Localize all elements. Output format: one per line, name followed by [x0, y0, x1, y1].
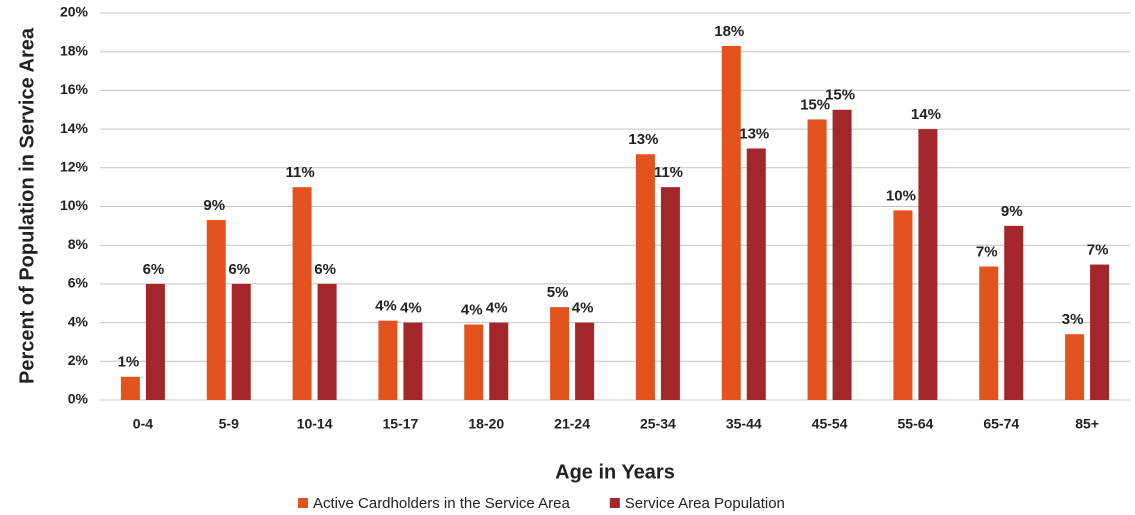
data-label: 4%	[461, 302, 483, 319]
data-label: 3%	[1062, 311, 1084, 328]
data-label: 13%	[628, 131, 658, 148]
data-label: 4%	[572, 300, 594, 317]
bar	[464, 324, 484, 400]
y-tick-label: 6%	[68, 275, 89, 291]
data-label: 13%	[739, 125, 769, 142]
bar	[918, 129, 938, 400]
bar	[1065, 334, 1085, 400]
bar	[206, 220, 226, 400]
x-tick-label: 18-20	[468, 416, 504, 432]
data-label: 15%	[825, 87, 855, 104]
data-label: 4%	[400, 300, 422, 317]
x-axis-label: Age in Years	[555, 461, 675, 483]
bar	[807, 119, 827, 401]
bar	[660, 187, 680, 400]
bar	[635, 154, 655, 400]
bar	[489, 322, 509, 400]
bar	[550, 307, 570, 400]
data-label: 18%	[714, 23, 744, 40]
x-tick-label: 55-64	[898, 416, 934, 432]
y-tick-label: 8%	[68, 236, 89, 252]
legend-swatch	[298, 498, 308, 508]
bar	[746, 148, 766, 400]
x-tick-label: 25-34	[640, 416, 676, 432]
y-tick-label: 18%	[60, 42, 89, 58]
bar	[832, 109, 852, 400]
bar	[231, 283, 251, 400]
x-tick-label: 45-54	[812, 416, 848, 432]
data-label: 14%	[911, 106, 941, 123]
y-axis-label: Percent of Population in Service Area	[16, 27, 38, 384]
x-tick-label: 21-24	[554, 416, 590, 432]
x-tick-label: 85+	[1075, 416, 1099, 432]
y-tick-label: 14%	[60, 120, 89, 136]
data-label: 11%	[285, 164, 314, 181]
bar	[292, 187, 312, 400]
data-label: 7%	[1087, 242, 1109, 259]
bar	[1090, 264, 1110, 400]
data-label: 4%	[375, 298, 397, 315]
data-label: 6%	[228, 261, 250, 278]
x-tick-label: 35-44	[726, 416, 762, 432]
legend-label: Active Cardholders in the Service Area	[313, 495, 570, 512]
bar	[120, 376, 140, 400]
data-label: 6%	[314, 261, 336, 278]
legend-swatch	[609, 498, 620, 508]
data-label: 6%	[143, 261, 165, 278]
data-label: 11%	[654, 164, 683, 181]
data-label: 15%	[800, 96, 830, 113]
y-tick-label: 16%	[60, 81, 89, 97]
bar	[378, 320, 398, 400]
y-tick-label: 12%	[60, 159, 89, 175]
bar	[575, 322, 595, 400]
data-label: 7%	[976, 243, 998, 260]
data-label: 5%	[547, 284, 569, 301]
bar	[403, 322, 423, 400]
data-label: 9%	[1001, 203, 1023, 220]
y-tick-label: 2%	[68, 352, 89, 368]
x-tick-label: 65-74	[983, 416, 1019, 432]
bar	[1004, 225, 1024, 400]
data-label: 4%	[486, 300, 508, 317]
bar	[979, 266, 999, 400]
bar	[893, 210, 913, 400]
y-tick-label: 0%	[68, 391, 89, 407]
y-tick-label: 4%	[68, 313, 89, 329]
x-tick-label: 0-4	[133, 416, 153, 432]
bar	[317, 283, 337, 400]
x-tick-label: 10-14	[297, 416, 333, 432]
y-tick-label: 10%	[60, 197, 89, 213]
data-label: 10%	[886, 187, 916, 204]
x-tick-label: 5-9	[219, 416, 239, 432]
x-tick-label: 15-17	[383, 416, 419, 432]
data-label: 1%	[118, 354, 140, 371]
y-tick-label: 20%	[60, 4, 89, 20]
data-label: 9%	[203, 197, 225, 214]
legend-label: Service Area Population	[625, 495, 785, 512]
bar	[721, 45, 741, 401]
bar	[145, 283, 165, 400]
